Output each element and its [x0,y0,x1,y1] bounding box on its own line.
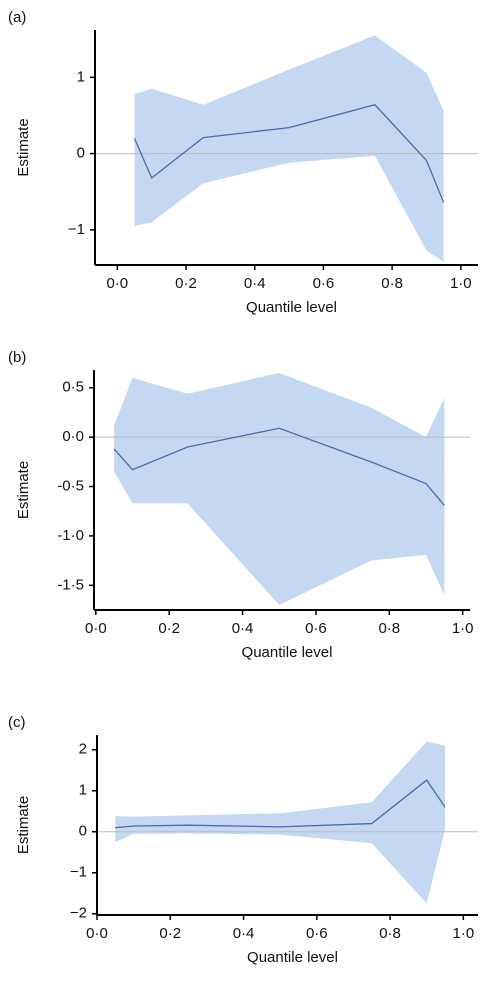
confidence-band [114,372,445,606]
confidence-band [134,35,444,262]
x-tick-label: 0·0 [86,925,108,942]
x-tick-label: 0·0 [106,275,128,292]
estimate-line [113,427,445,506]
x-tick-label: 0·0 [85,620,107,637]
x-tick-label: 0·2 [158,620,180,637]
y-tick-label: 1 [79,782,87,799]
y-tick-label: −2 [70,905,87,922]
y-axis-label: Estimate [15,118,32,176]
x-tick-label: 0·6 [305,620,327,637]
x-tick-label: 1·0 [453,925,475,942]
x-tick-label: 0·8 [378,620,400,637]
y-tick-label: 0 [79,823,87,840]
x-tick-label: 0·6 [313,275,335,292]
x-tick-label: 1·0 [452,620,474,637]
x-axis-label: Quantile level [246,299,337,316]
x-tick-label: 0·4 [232,620,254,637]
x-tick-label: 0·2 [175,275,197,292]
x-tick-label: 0·6 [306,925,328,942]
x-tick-label: 0·8 [381,275,403,292]
confidence-band [115,741,446,904]
x-axis-label: Quantile level [247,949,338,966]
y-tick-label: -0·5 [57,478,84,495]
y-tick-label: -1·0 [57,527,84,544]
panel-label: (a) [8,9,26,26]
panel-label: (c) [8,714,26,731]
y-tick-label: 0 [77,145,85,162]
y-axis-label: Estimate [15,461,32,519]
x-tick-label: 0·2 [159,925,181,942]
y-tick-label: 2 [79,741,87,758]
x-tick-label: 0·4 [244,275,266,292]
estimate-line [133,104,445,203]
x-tick-label: 0·8 [379,925,401,942]
y-axis-label: Estimate [15,796,32,854]
x-tick-label: 1·0 [450,275,472,292]
x-axis-label: Quantile level [242,644,333,661]
y-tick-label: 0·5 [62,379,84,396]
y-tick-label: −1 [68,221,85,238]
y-tick-label: -1·5 [57,576,84,593]
estimate-line [115,779,446,829]
y-tick-label: −1 [70,864,87,881]
panel-label: (b) [8,349,26,366]
y-tick-label: 0·0 [62,428,84,445]
y-tick-label: 1 [77,68,85,85]
x-tick-label: 0·4 [233,925,255,942]
